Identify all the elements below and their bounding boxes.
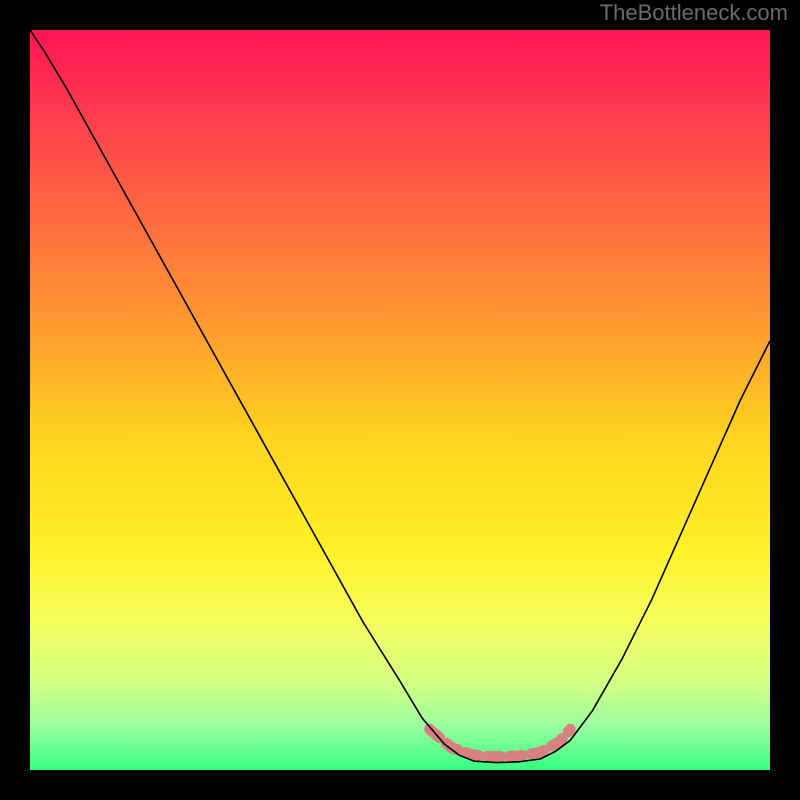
gradient-background [30, 30, 770, 770]
watermark-text: TheBottleneck.com [600, 0, 788, 26]
bottleneck-chart [30, 30, 770, 770]
chart-svg [30, 30, 770, 770]
